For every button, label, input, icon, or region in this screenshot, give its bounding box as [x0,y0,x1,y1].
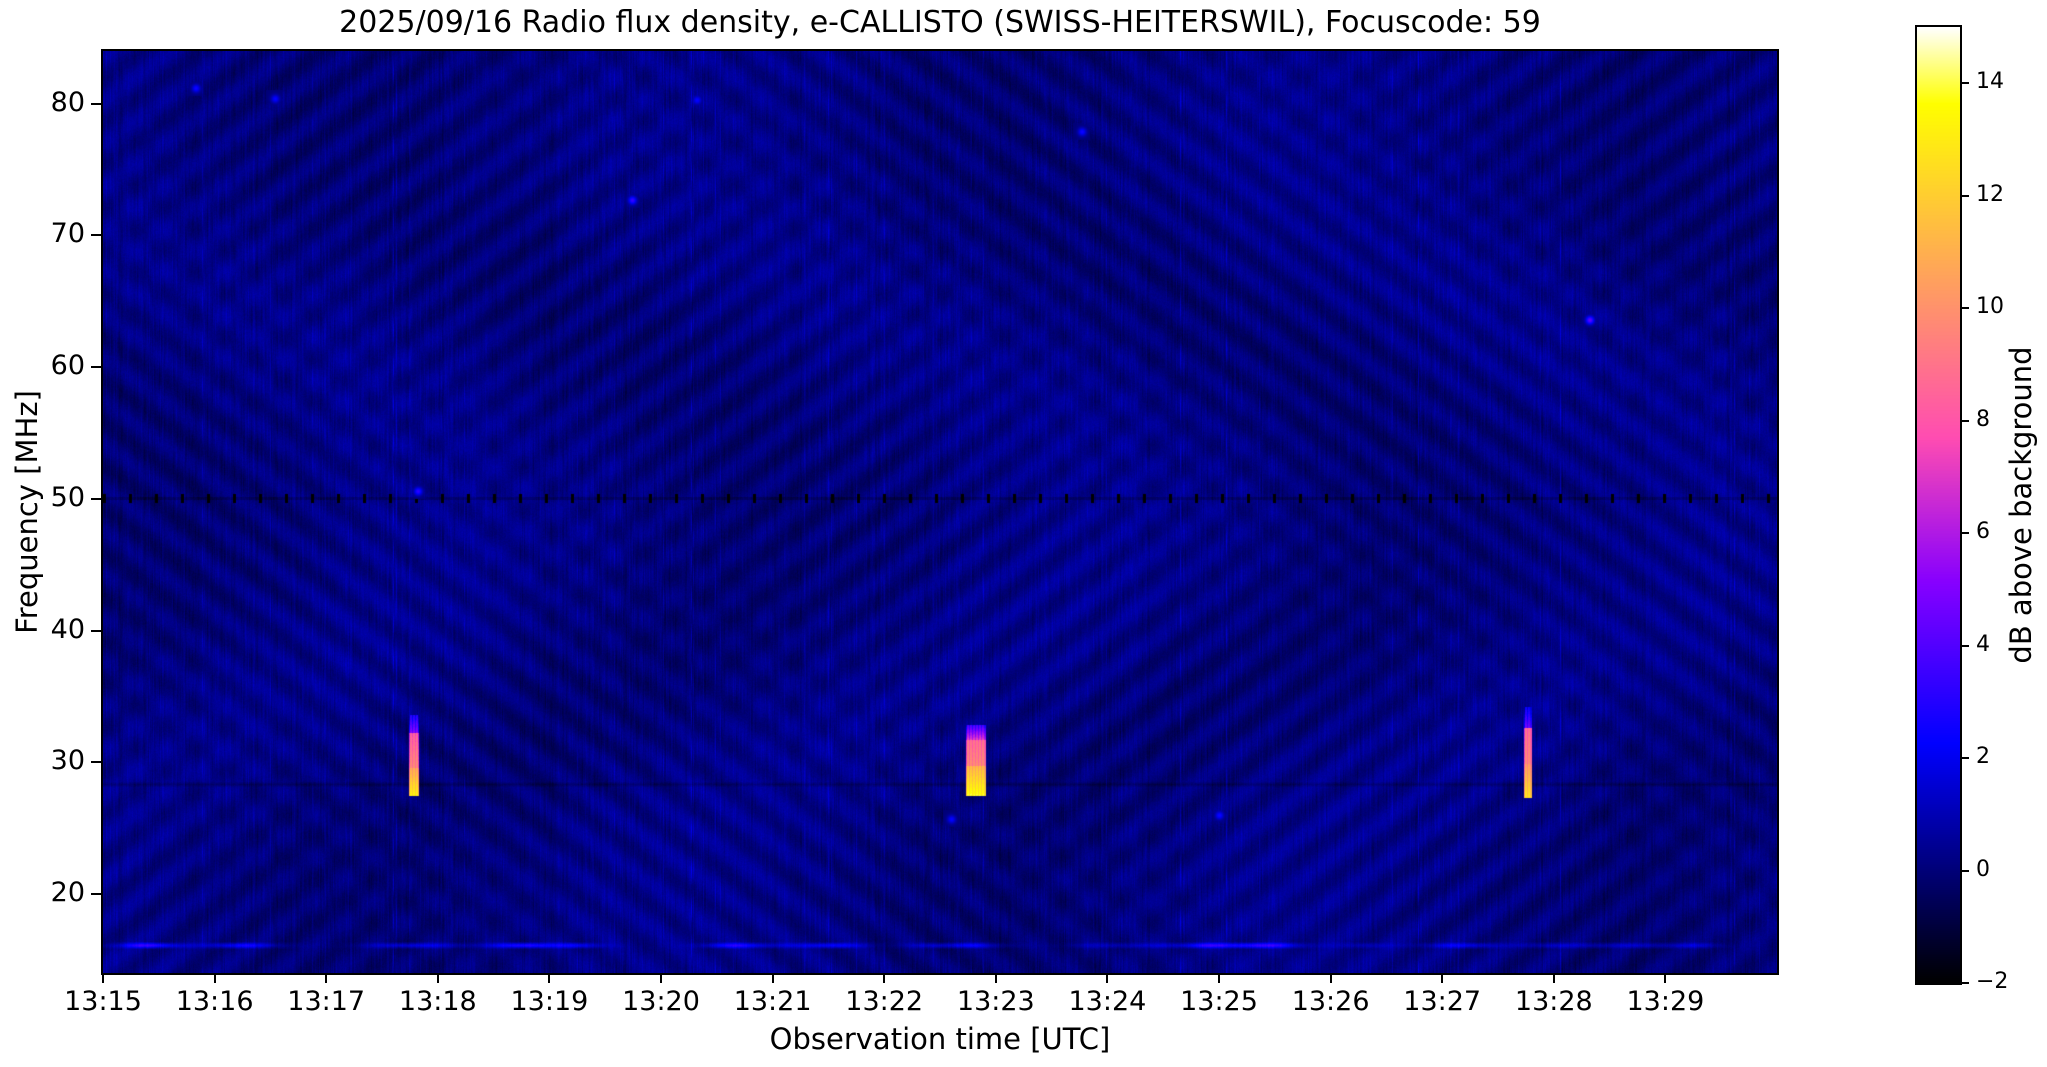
x-tick-mark [994,973,997,983]
y-tick-mark [91,761,101,764]
x-tick-label: 13:16 [175,986,254,1017]
plot-title: 2025/09/16 Radio flux density, e-CALLIST… [339,5,1541,40]
colorbar-canvas [1917,27,1960,983]
colorbar-tick-mark [1960,194,1969,197]
x-tick-mark [1441,973,1444,983]
x-tick-mark [1552,973,1555,983]
x-tick-label: 13:24 [1068,986,1147,1017]
colorbar-tick-label: 10 [1976,294,2004,320]
x-tick-mark [1218,973,1220,983]
colorbar-tick-label: 4 [1976,631,1990,657]
x-tick-mark [213,973,216,983]
x-tick-label: 13:26 [1291,986,1370,1017]
x-tick-label: 13:28 [1514,986,1593,1017]
x-tick-label: 13:17 [287,986,366,1017]
y-tick-label: 20 [50,876,85,908]
y-tick-label: 80 [50,86,85,118]
colorbar-tick-mark [1960,307,1969,310]
x-tick-label: 13:18 [398,986,477,1017]
spectrogram-canvas [103,51,1777,973]
colorbar-tick-label: 8 [1976,406,1990,432]
x-tick-mark [325,973,328,983]
colorbar [1915,25,1962,985]
x-tick-label: 13:19 [510,986,589,1017]
x-tick-label: 13:21 [733,986,812,1017]
x-tick-label: 13:20 [622,986,700,1017]
y-tick-label: 60 [50,350,85,382]
y-tick-label: 30 [50,745,85,777]
x-axis-label: Observation time [UTC] [769,1022,1111,1056]
colorbar-tick-mark [1960,869,1969,872]
colorbar-tick-label: −2 [1976,969,2009,994]
colorbar-tick-label: 6 [1976,519,1990,545]
colorbar-tick-mark [1960,644,1969,647]
x-tick-label: 13:15 [64,986,142,1017]
y-tick-mark [91,366,101,369]
plot-area [101,49,1779,975]
y-tick-label: 40 [50,613,85,645]
y-tick-mark [91,892,101,895]
x-tick-mark [436,973,439,983]
x-tick-label: 13:23 [956,986,1035,1017]
x-tick-mark [660,973,662,983]
colorbar-tick-label: 2 [1976,744,1990,770]
y-tick-label: 50 [50,481,85,513]
y-tick-label: 70 [50,218,85,250]
colorbar-tick-mark [1960,419,1969,422]
x-tick-mark [102,973,104,983]
y-tick-mark [91,497,101,500]
y-tick-mark [91,102,101,105]
x-tick-label: 13:27 [1403,986,1482,1017]
x-tick-mark [1664,973,1667,983]
x-tick-label: 13:22 [845,986,924,1017]
x-tick-mark [548,973,551,983]
y-tick-mark [91,629,101,632]
colorbar-tick-mark [1960,532,1969,535]
y-tick-mark [91,234,101,237]
colorbar-tick-mark [1960,757,1969,760]
colorbar-tick-label: 12 [1976,181,2004,207]
x-tick-mark [1106,973,1109,983]
x-tick-label: 13:25 [1180,986,1258,1017]
x-tick-mark [1329,973,1332,983]
colorbar-tick-mark [1960,982,1969,984]
x-tick-label: 13:29 [1626,986,1705,1017]
colorbar-tick-mark [1960,82,1969,85]
colorbar-tick-label: 0 [1976,856,1990,882]
colorbar-tick-label: 14 [1976,69,2004,95]
x-tick-mark [883,973,886,983]
x-tick-mark [771,973,774,983]
colorbar-label: dB above background [2004,346,2038,664]
